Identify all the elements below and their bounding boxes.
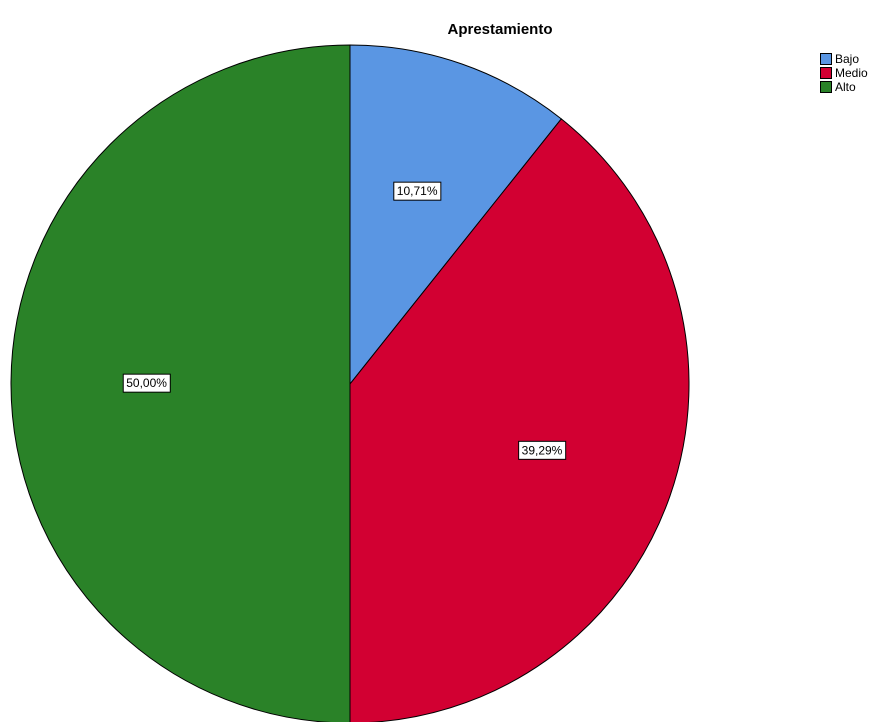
data-label-box xyxy=(122,373,171,393)
legend-label: Medio xyxy=(835,66,868,80)
legend-label: Alto xyxy=(835,80,856,94)
chart-title: Aprestamiento xyxy=(447,21,552,38)
legend-swatch xyxy=(820,81,832,93)
data-label: 50,00% xyxy=(126,376,167,390)
pie-slice xyxy=(349,118,690,722)
data-label-group: 10,71% xyxy=(393,181,442,201)
pie-slice xyxy=(10,44,351,722)
data-label: 39,29% xyxy=(522,443,563,457)
data-label-box xyxy=(518,440,567,460)
data-label-group: 39,29% xyxy=(518,440,567,460)
data-label-group: 50,00% xyxy=(122,373,171,393)
legend-swatch xyxy=(820,67,832,79)
legend-label: Bajo xyxy=(835,52,859,66)
pie-slice xyxy=(349,44,562,386)
data-label-box xyxy=(393,181,442,201)
legend-swatch xyxy=(820,53,832,65)
data-label: 10,71% xyxy=(397,184,438,198)
